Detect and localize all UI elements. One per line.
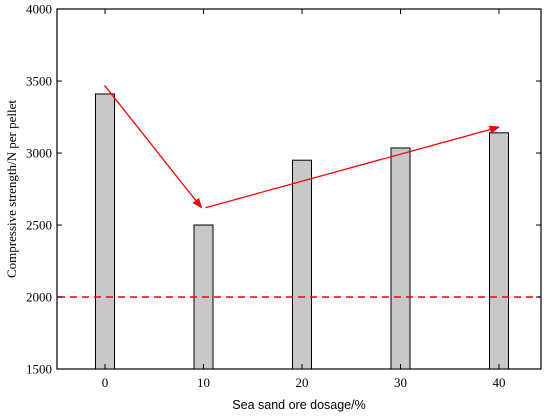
- x-axis-title: Sea sand ore dosage/%: [232, 398, 365, 412]
- trend-arrow-2: [205, 125, 501, 209]
- x-tick-label-0: 0: [102, 375, 109, 390]
- bars-layer: [95, 93, 509, 370]
- bar-20: [292, 159, 312, 370]
- y-tick-label-4000: 4000: [26, 2, 52, 17]
- trend-arrows-layer: [103, 84, 501, 209]
- x-axis: 0 10 20 30 40: [102, 9, 506, 390]
- y-tick-label-2500: 2500: [26, 218, 52, 233]
- y-tick-label-1500: 1500: [26, 362, 52, 377]
- x-tick-label-30: 30: [394, 375, 407, 390]
- x-tick-label-40: 40: [493, 375, 506, 390]
- y-tick-label-3500: 3500: [26, 74, 52, 89]
- x-tick-label-10: 10: [197, 375, 210, 390]
- bar-40: [489, 132, 509, 370]
- y-axis: 1500 2000 2500 3000 3500 4000: [26, 2, 541, 377]
- y-axis-title: Compressive strength/N per pellet: [4, 100, 19, 278]
- x-tick-label-20: 20: [296, 375, 309, 390]
- bar-30: [390, 147, 411, 370]
- trend-arrow-1: [103, 84, 203, 209]
- bar-0: [95, 93, 115, 370]
- y-tick-label-3000: 3000: [26, 146, 52, 161]
- y-tick-label-2000: 2000: [26, 290, 52, 305]
